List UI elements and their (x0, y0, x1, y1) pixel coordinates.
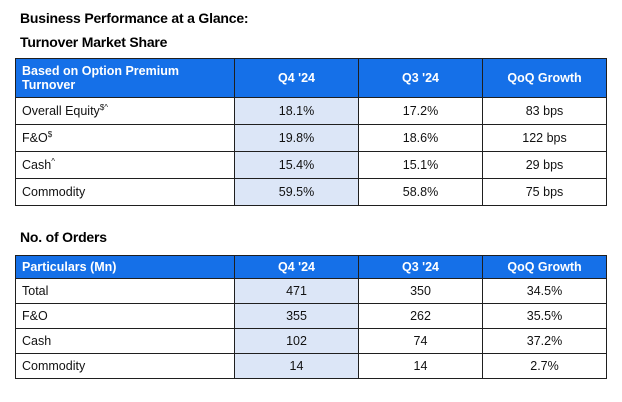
column-header: Particulars (Mn) (15, 255, 235, 279)
footnote-marker: ^ (51, 157, 55, 166)
q4-value: 102 (234, 328, 359, 354)
table-header-row: Based on Option Premium Turnover Q4 '24 … (15, 58, 607, 98)
column-header: QoQ Growth (482, 58, 607, 98)
column-header: QoQ Growth (482, 255, 607, 279)
row-label-text: F&O (22, 131, 48, 145)
q4-value: 18.1% (234, 97, 359, 125)
q3-value: 14 (358, 353, 483, 379)
table-row: Overall Equity$^ 18.1% 17.2% 83 bps (15, 97, 607, 125)
row-label: Commodity (15, 178, 235, 206)
page-heading: Business Performance at a Glance: (20, 10, 249, 26)
growth-value: 37.2% (482, 328, 607, 354)
column-header: Based on Option Premium Turnover (15, 58, 235, 98)
q4-value: 15.4% (234, 151, 359, 179)
column-header: Q4 '24 (234, 255, 359, 279)
row-label: Total (15, 278, 235, 304)
row-label: Commodity (15, 353, 235, 379)
table-row: Cash 102 74 37.2% (15, 328, 607, 354)
table-row: F&O$ 19.8% 18.6% 122 bps (15, 124, 607, 152)
orders-title: No. of Orders (20, 229, 107, 245)
growth-value: 83 bps (482, 97, 607, 125)
q3-value: 74 (358, 328, 483, 354)
table-row: F&O 355 262 35.5% (15, 303, 607, 329)
q4-value: 19.8% (234, 124, 359, 152)
q4-value: 471 (234, 278, 359, 304)
q3-value: 350 (358, 278, 483, 304)
table-row: Cash^ 15.4% 15.1% 29 bps (15, 151, 607, 179)
growth-value: 34.5% (482, 278, 607, 304)
row-label: Overall Equity$^ (15, 97, 235, 125)
column-header: Q4 '24 (234, 58, 359, 98)
row-label-text: Cash (22, 158, 52, 172)
market-share-table: Based on Option Premium Turnover Q4 '24 … (15, 58, 607, 206)
q4-value: 59.5% (234, 178, 359, 206)
growth-value: 2.7% (482, 353, 607, 379)
row-label: Cash (15, 328, 235, 354)
footnote-marker: $^ (99, 103, 109, 112)
row-label: F&O$ (15, 124, 235, 152)
q4-value: 355 (234, 303, 359, 329)
growth-value: 35.5% (482, 303, 607, 329)
q3-value: 15.1% (358, 151, 483, 179)
table-row: Commodity 14 14 2.7% (15, 353, 607, 379)
growth-value: 122 bps (482, 124, 607, 152)
table-row: Commodity 59.5% 58.8% 75 bps (15, 178, 607, 206)
growth-value: 29 bps (482, 151, 607, 179)
column-header: Q3 '24 (358, 255, 483, 279)
orders-table: Particulars (Mn) Q4 '24 Q3 '24 QoQ Growt… (15, 255, 607, 379)
row-label-text: Overall Equity (22, 104, 100, 118)
footnote-marker: $ (47, 130, 53, 139)
market-share-title: Turnover Market Share (20, 34, 168, 50)
row-label: Cash^ (15, 151, 235, 179)
table-header-row: Particulars (Mn) Q4 '24 Q3 '24 QoQ Growt… (15, 255, 607, 279)
q3-value: 18.6% (358, 124, 483, 152)
q3-value: 58.8% (358, 178, 483, 206)
q3-value: 262 (358, 303, 483, 329)
growth-value: 75 bps (482, 178, 607, 206)
row-label: F&O (15, 303, 235, 329)
column-header: Q3 '24 (358, 58, 483, 98)
q4-value: 14 (234, 353, 359, 379)
table-row: Total 471 350 34.5% (15, 278, 607, 304)
q3-value: 17.2% (358, 97, 483, 125)
